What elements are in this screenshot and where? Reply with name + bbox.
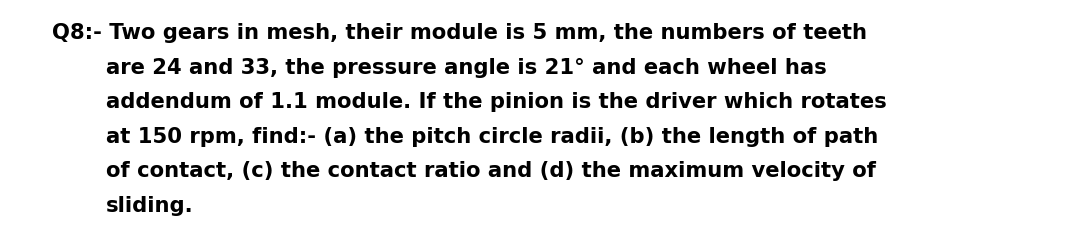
Text: are 24 and 33, the pressure angle is 21° and each wheel has: are 24 and 33, the pressure angle is 21°… xyxy=(106,58,826,78)
Text: of contact, (c) the contact ratio and (d) the maximum velocity of: of contact, (c) the contact ratio and (d… xyxy=(106,161,876,181)
Text: at 150 rpm, find:- (a) the pitch circle radii, (b) the length of path: at 150 rpm, find:- (a) the pitch circle … xyxy=(106,127,878,147)
Text: sliding.: sliding. xyxy=(106,196,193,216)
Text: Q8:- Two gears in mesh, their module is 5 mm, the numbers of teeth: Q8:- Two gears in mesh, their module is … xyxy=(52,23,867,43)
Text: addendum of 1.1 module. If the pinion is the driver which rotates: addendum of 1.1 module. If the pinion is… xyxy=(106,92,887,112)
